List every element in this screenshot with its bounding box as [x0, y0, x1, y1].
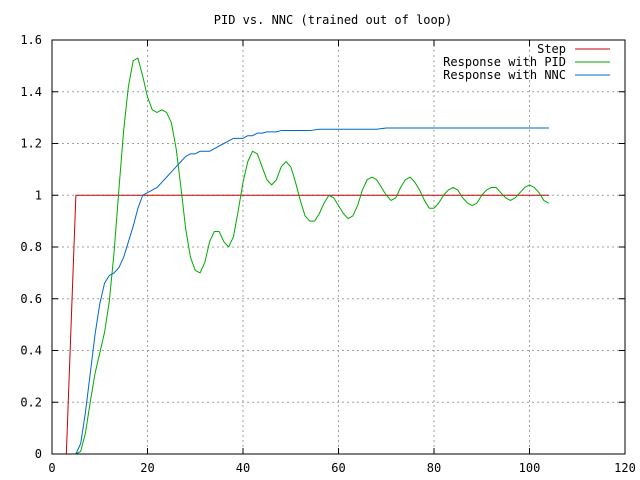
plot-border [51, 39, 626, 455]
x-tick-label: 0 [48, 461, 55, 475]
legend-label-nnc: Response with NNC [443, 68, 566, 82]
chart-title: PID vs. NNC (trained out of loop) [214, 13, 452, 27]
y-tick-label: 0.8 [20, 240, 42, 254]
y-tick-label: 0.6 [20, 292, 42, 306]
x-tick-label: 100 [519, 461, 541, 475]
grid-layer [52, 40, 625, 454]
series-layer [65, 57, 550, 455]
tick-layer: 0 20 40 60 80 100 120 0 0.2 0.4 0.6 0.8 1 1.2 1.4 1.6 [20, 33, 636, 475]
y-tick-label: 0.4 [20, 344, 42, 358]
series-line-1 [65, 57, 550, 455]
x-tick-label: 120 [614, 461, 636, 475]
series-line-2 [65, 127, 550, 455]
x-tick-label: 20 [140, 461, 154, 475]
legend-label-step: Step [537, 42, 566, 56]
legend-label-pid: Response with PID [443, 55, 566, 69]
x-tick-label: 60 [331, 461, 345, 475]
y-tick-label: 1.4 [20, 85, 42, 99]
y-tick-label: 0.2 [20, 395, 42, 409]
y-tick-label: 1.2 [20, 137, 42, 151]
y-tick-label: 0 [35, 447, 42, 461]
y-tick-label: 1.6 [20, 33, 42, 47]
x-tick-label: 80 [427, 461, 441, 475]
y-tick-label: 1 [35, 188, 42, 202]
x-tick-label: 40 [236, 461, 250, 475]
legend: Step Response with PID Response with NNC [443, 42, 610, 82]
series-line-0 [65, 194, 550, 455]
